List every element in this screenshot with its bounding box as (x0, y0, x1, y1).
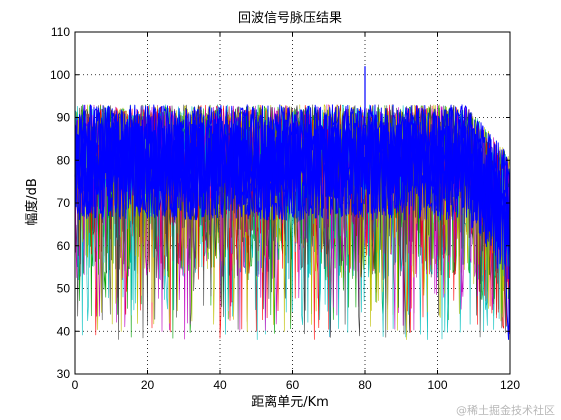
x-tick-label: 120 (500, 378, 520, 392)
y-tick-label: 40 (57, 324, 71, 338)
series-line (74, 120, 511, 255)
series-line (74, 121, 511, 255)
axes (74, 31, 511, 375)
series-line (504, 228, 511, 340)
y-tick-label: 30 (57, 367, 71, 381)
series-line (74, 104, 511, 272)
x-tick-label: 100 (427, 378, 447, 392)
y-tick-label: 60 (57, 239, 71, 253)
y-tick-label: 100 (50, 68, 70, 82)
series-group (74, 66, 511, 340)
x-tick-label: 80 (358, 378, 372, 392)
tick-labels: 0 20 40 60 80 100 120 30 40 50 60 70 80 90 100 110 (50, 25, 520, 392)
x-tick-label: 60 (286, 378, 300, 392)
y-axis-label: 幅度/dB (24, 178, 40, 226)
watermark-text: @稀土掘金技术社区 (456, 404, 555, 417)
x-tick-label: 0 (72, 378, 79, 392)
y-tick-label: 50 (57, 282, 71, 296)
y-tick-label: 80 (57, 153, 71, 167)
x-tick-label: 40 (213, 378, 227, 392)
chart-title: 回波信号脉压结果 (238, 11, 342, 26)
x-axis-label: 距离单元/Km (251, 394, 329, 410)
y-tick-label: 70 (57, 196, 71, 210)
x-tick-label: 20 (141, 378, 155, 392)
y-tick-label: 110 (51, 25, 70, 39)
y-tick-label: 90 (57, 111, 71, 125)
series-line (74, 104, 511, 269)
